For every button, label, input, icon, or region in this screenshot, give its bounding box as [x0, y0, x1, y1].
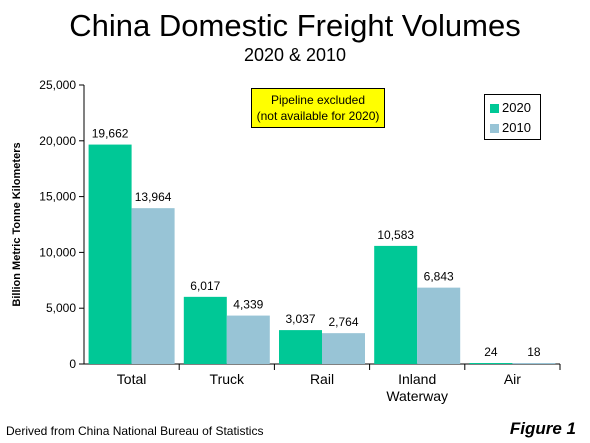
y-tick-label: 0	[69, 357, 76, 371]
x-tick-label: Air	[504, 371, 521, 387]
bar-2020-inland-waterway	[374, 245, 418, 364]
y-tick-label: 15,000	[39, 190, 76, 204]
bar-2020-truck	[183, 296, 227, 364]
x-tick-label: Truck	[210, 371, 245, 387]
data-label-2020-rail: 3,037	[285, 312, 315, 326]
x-tick-label: Inland	[398, 371, 436, 387]
data-label-2010-total: 13,964	[135, 190, 172, 204]
chart-title: China Domestic Freight Volumes	[69, 8, 521, 43]
y-tick-label: 5,000	[46, 301, 76, 315]
y-tick-label: 25,000	[39, 78, 76, 92]
data-label-2010-rail: 2,764	[328, 315, 358, 329]
data-label-2020-inland-waterway: 10,583	[377, 228, 414, 242]
bar-2010-air	[512, 363, 556, 364]
data-label-2020-truck: 6,017	[190, 279, 220, 293]
legend-item-2020: 2020	[490, 100, 531, 116]
x-tick-label: Rail	[310, 371, 334, 387]
bar-2020-total	[88, 144, 132, 364]
y-tick-label: 20,000	[39, 134, 76, 148]
bar-2010-rail	[322, 333, 365, 364]
legend-label-2010: 2010	[502, 120, 531, 135]
legend-swatch-2010	[490, 124, 499, 134]
bar-2020-rail	[279, 330, 322, 364]
data-label-2010-air: 18	[527, 345, 541, 359]
legend-swatch-2020	[490, 104, 499, 114]
data-label-2010-inland-waterway: 6,843	[424, 270, 454, 284]
bar-2010-total	[131, 208, 175, 364]
bar-2020-air	[469, 363, 513, 364]
chart-legend: 2020 2010	[484, 94, 541, 140]
x-tick-label: Total	[117, 371, 147, 387]
x-tick-label: Waterway	[386, 388, 448, 404]
pipeline-note-line-1: Pipeline excluded	[270, 93, 366, 107]
bar-2010-inland-waterway	[417, 287, 461, 364]
bar-2010-truck	[226, 315, 270, 364]
y-axis-title: Billion Metric Tonne Kilometers	[11, 142, 23, 306]
source-note: Derived from China National Bureau of St…	[6, 424, 264, 438]
data-label-2010-truck: 4,339	[233, 298, 263, 312]
legend-label-2020: 2020	[502, 100, 531, 115]
pipeline-note: Pipeline excluded (not available for 202…	[251, 88, 385, 128]
pipeline-note-line-2: (not available for 2020)	[256, 109, 380, 123]
data-label-2020-air: 24	[484, 345, 498, 359]
legend-item-2010: 2010	[490, 120, 531, 136]
chart-subtitle: 2020 & 2010	[243, 45, 347, 65]
data-label-2020-total: 19,662	[92, 127, 129, 141]
figure-label: Figure 1	[509, 419, 576, 438]
y-tick-label: 10,000	[39, 245, 76, 259]
